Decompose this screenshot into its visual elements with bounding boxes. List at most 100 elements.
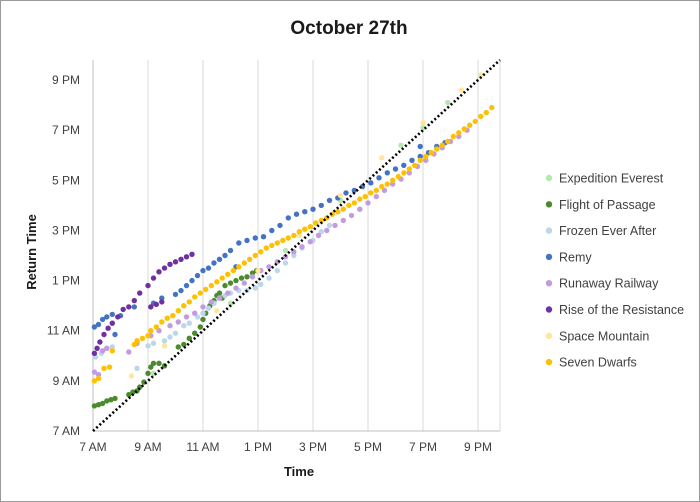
legend-item: Frozen Ever After [545, 224, 656, 238]
data-point [318, 229, 324, 235]
data-point [150, 275, 157, 281]
data-point [91, 378, 98, 384]
data-point [91, 403, 98, 409]
data-point [156, 269, 162, 275]
data-point [252, 252, 258, 259]
data-point [153, 324, 159, 330]
data-point [130, 389, 136, 395]
data-point [214, 279, 220, 285]
x-tick-label: 5 PM [354, 440, 382, 454]
data-point [260, 234, 267, 240]
data-point [445, 138, 451, 145]
data-point [145, 343, 151, 349]
y-tick-label: 7 AM [53, 424, 80, 438]
data-point [91, 350, 98, 356]
data-point [175, 344, 181, 350]
data-point [351, 200, 357, 206]
data-point [269, 242, 275, 249]
data-point [293, 211, 300, 217]
data-point [351, 187, 357, 194]
data-point [227, 300, 234, 306]
data-point [186, 335, 192, 341]
data-point [159, 295, 165, 301]
data-point [164, 315, 170, 321]
data-point [150, 340, 157, 346]
data-point [346, 202, 352, 209]
data-point [467, 122, 473, 128]
data-points [91, 72, 495, 409]
legend-marker [545, 332, 553, 339]
data-point [109, 320, 116, 326]
y-tick-label: 3 PM [52, 223, 80, 237]
reference-line [92, 59, 501, 432]
data-point [186, 320, 192, 326]
data-point [335, 209, 341, 215]
data-point [211, 260, 217, 266]
data-point [379, 155, 385, 161]
y-tick-label: 11 AM [47, 324, 80, 338]
data-point [252, 285, 258, 291]
data-point [282, 247, 289, 254]
data-point [95, 371, 102, 378]
x-tick-label: 11 AM [186, 440, 219, 454]
legend-marker [545, 201, 553, 208]
y-tick-label: 7 PM [52, 123, 80, 137]
legend: Expedition Everest Flight of Passage Froze… [545, 172, 684, 370]
data-point [373, 193, 379, 200]
data-point [461, 126, 467, 132]
data-point [489, 104, 495, 111]
data-point [216, 295, 223, 301]
vertical-gridlines [147, 60, 501, 431]
legend-item: Runaway Railway [545, 277, 659, 291]
data-point [97, 339, 103, 345]
data-point [104, 345, 110, 351]
data-point [365, 200, 371, 206]
data-point [128, 373, 135, 379]
data-point [161, 338, 168, 344]
data-point [450, 133, 456, 140]
data-point [145, 370, 151, 376]
data-point [99, 316, 106, 323]
data-point [105, 325, 111, 331]
data-point [106, 364, 113, 370]
data-point [249, 274, 256, 280]
data-point [348, 212, 355, 219]
data-point [178, 287, 184, 294]
data-point [99, 400, 106, 407]
reference-line-group [92, 59, 501, 432]
data-point [175, 308, 181, 314]
data-point [244, 237, 250, 244]
data-point [401, 170, 407, 176]
data-point [291, 252, 297, 259]
data-point [172, 259, 179, 265]
x-tick-label: 9 PM [464, 440, 492, 454]
data-point [326, 197, 333, 204]
data-point [126, 392, 132, 398]
x-tick-labels: 7 AM 9 AM 11 AM 1 PM 3 PM 5 PM 7 PM 9 PM [79, 440, 492, 454]
data-point [376, 175, 382, 181]
data-point [208, 282, 214, 289]
data-point [203, 286, 209, 293]
data-point [379, 183, 385, 190]
data-point [214, 308, 220, 314]
data-point [233, 277, 239, 284]
data-point [205, 305, 212, 311]
data-point [189, 251, 195, 257]
data-point [337, 192, 344, 199]
data-point [131, 341, 137, 348]
data-point [109, 348, 116, 354]
data-point [263, 245, 269, 251]
x-axis-label: Time [284, 464, 314, 479]
y-tick-label: 9 AM [53, 374, 80, 388]
y-axis-label: Return Time [24, 214, 39, 290]
data-point [417, 153, 423, 160]
data-point [194, 314, 201, 320]
series-space-mountain [128, 72, 484, 379]
data-point [150, 360, 157, 366]
data-point [216, 256, 223, 262]
legend-label: Rise of the Resistance [559, 303, 684, 317]
data-point [326, 222, 333, 229]
y-tick-label: 5 PM [52, 173, 80, 187]
data-point [362, 193, 368, 200]
